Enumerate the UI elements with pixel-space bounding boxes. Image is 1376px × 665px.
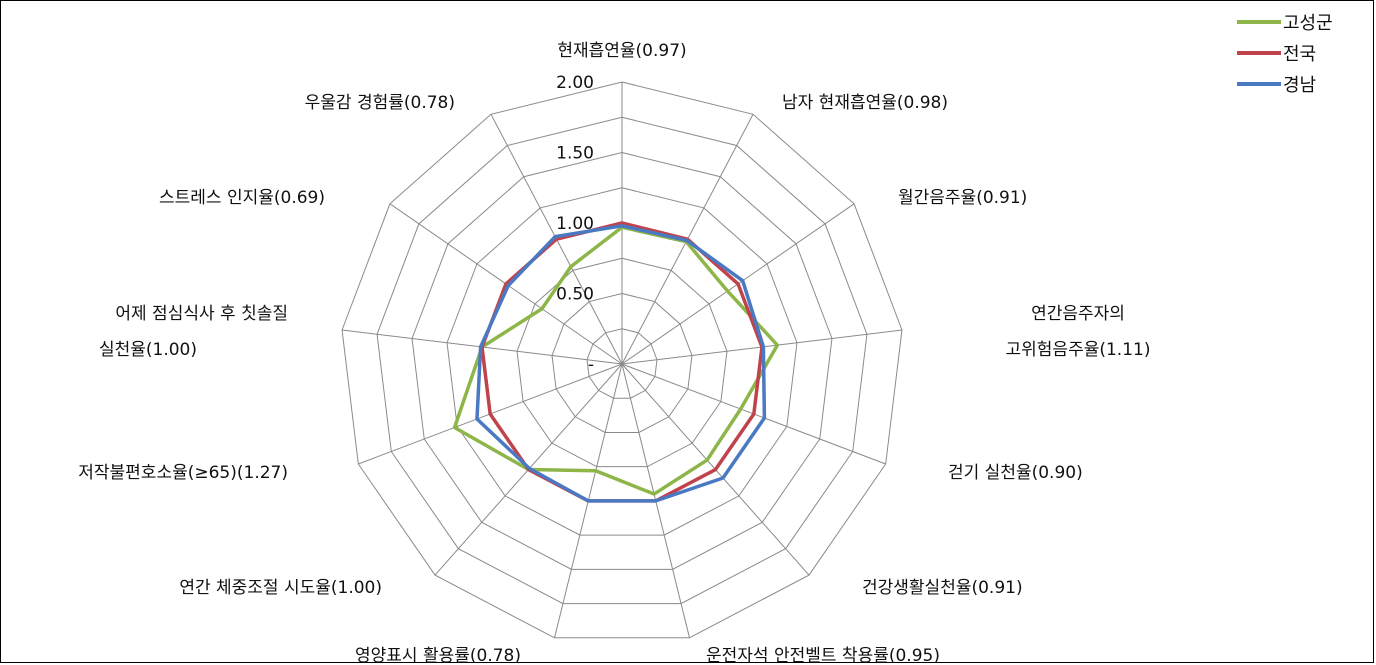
tick-label: - [588,355,594,375]
axis-label: 연간 체중조절 시도율(1.00) [179,578,382,598]
axis-label: 어제 점심식사 후 칫솔질 [115,304,288,324]
axis-label: 실천율(1.00) [99,340,197,360]
legend-label: 전국 [1283,44,1316,65]
axis-label: 우울감 경험률(0.78) [305,93,455,113]
axis-label: 스트레스 인지율(0.69) [159,188,325,208]
grid-layer [341,81,903,639]
grid-ring [376,116,868,605]
grid-ring [516,257,728,468]
tick-label: 1.50 [556,144,594,164]
grid-ring [551,292,693,433]
axis-label: 영양표시 활용률(0.78) [355,646,521,665]
axis-label: 건강생활실천율(0.91) [862,578,1023,598]
axis-label: 운전자석 안전벨트 착용률(0.95) [706,646,940,665]
axis-label: 걷기 실천율(0.90) [948,463,1083,483]
series-line [452,225,780,496]
tick-label: 2.00 [556,73,594,93]
grid-ring [411,151,833,570]
legend-label: 고성군 [1283,13,1333,34]
grid-ring [341,81,903,639]
grid-ring [586,328,658,399]
axis-label: 현재흡연율(0.97) [557,41,686,61]
series-layer [452,221,780,503]
tick-label: 1.00 [556,214,594,234]
axis-label: 남자 현재흡연율(0.98) [782,93,948,113]
axis-label-layer: 현재흡연율(0.97) 남자 현재흡연율(0.98) 월간음주율(0.91) 연간음주… [78,41,1150,665]
tick-layer: - 0.50 1.00 1.50 2.00 [556,73,594,375]
axis-label: 연간음주자의 [1031,304,1125,324]
axis-label: 저작불편호소율(≥65)(1.27) [78,463,288,483]
tick-label: 0.50 [556,285,594,305]
legend-label: 경남 [1283,75,1316,96]
series-line [475,224,767,503]
axis-label: 고위험음주율(1.11) [1006,340,1151,360]
axis-label: 월간음주율(0.91) [898,188,1027,208]
grid-ring [446,187,798,536]
